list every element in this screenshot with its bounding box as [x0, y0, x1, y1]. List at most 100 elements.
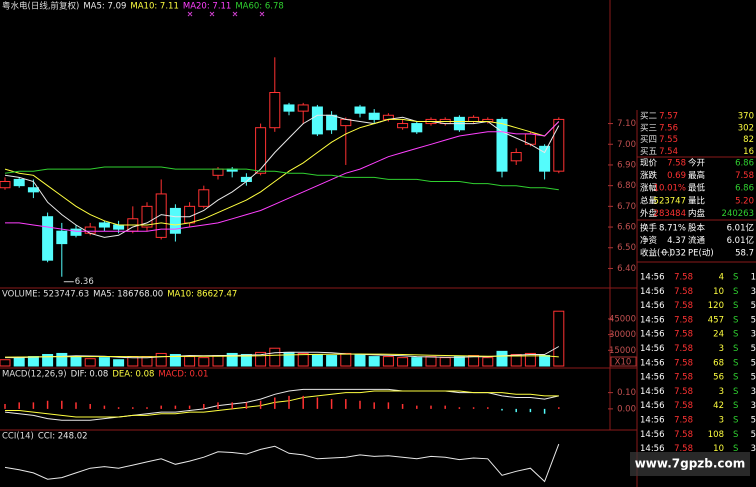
candle-body [468, 116, 480, 122]
trade-cell: 14:56 [640, 387, 665, 397]
trade-cell: 3 [719, 387, 724, 397]
stat-label: 涨幅 [640, 183, 658, 194]
candle-body [98, 222, 110, 228]
y-tick-label: 6.60 [617, 223, 636, 233]
trade-cell: 14:56 [640, 373, 665, 383]
y-tick-label: 6.50 [617, 243, 636, 253]
volume-bar [98, 357, 110, 367]
candle-body [13, 178, 25, 187]
stat-value: 7.58 [735, 171, 754, 181]
trade-cell: S [733, 387, 738, 397]
trade-cell: 7.58 [674, 430, 693, 440]
candle-body [269, 92, 281, 129]
bid-volume: 16 [743, 147, 754, 157]
volume-bar [42, 353, 54, 367]
trade-cell: 14:56 [640, 287, 665, 297]
volume-bar [240, 353, 252, 367]
trade-cell: 5 [751, 430, 756, 440]
volume-bar [113, 359, 125, 367]
trade-cell: S [733, 401, 738, 411]
candle-body [539, 145, 551, 172]
line-series [4, 353, 559, 358]
stat-label: 换手 [640, 223, 658, 234]
trade-cell: 7.58 [674, 387, 693, 397]
volume-bar [198, 357, 210, 367]
volume-bar [70, 356, 82, 367]
trade-cell: 5 [751, 373, 756, 383]
trade-cell: 5 [751, 301, 756, 311]
volume-bar [311, 353, 323, 367]
trade-cell: 7.58 [674, 358, 693, 368]
line-series [4, 114, 560, 238]
legend-entry: VOLUME: 523747.63 [2, 290, 89, 300]
volume-bar [155, 352, 167, 367]
candle-body [113, 224, 125, 230]
trade-cell: 7.58 [674, 401, 693, 411]
stat-value: 4.37 [667, 236, 686, 246]
candle-body [42, 216, 54, 261]
volume-bar [524, 352, 536, 367]
stat-label: 股本 [688, 223, 706, 234]
trade-cell: 7.58 [674, 330, 693, 340]
trade-cell: 10 [713, 287, 724, 297]
volume-bar [13, 357, 25, 367]
trade-cell: 1 [751, 273, 756, 283]
bid-label: 买四 [640, 135, 657, 145]
legend-entry: CCI: 248.02 [38, 432, 88, 442]
stat-label: 最高 [688, 170, 705, 181]
volume-bar [56, 352, 68, 367]
unit-label: X10 [615, 358, 632, 368]
trade-cell: 14:56 [640, 330, 665, 340]
signal-markers [187, 11, 265, 17]
trade-cell: 120 [708, 301, 724, 311]
candle-body [311, 106, 323, 135]
bid-price: 7.54 [659, 147, 678, 157]
trade-cell: 7.58 [674, 344, 693, 354]
volume-bar [382, 356, 394, 367]
trade-cell: 7.58 [674, 444, 693, 454]
stat-label: 内盘 [688, 208, 706, 219]
trade-cell: 3 [751, 387, 756, 397]
y-tick-label: 15000 [609, 346, 636, 356]
trade-cell: 7.58 [674, 315, 693, 325]
panel-title: 粤水电(日线,前复权) [2, 1, 79, 12]
trade-cell: S [733, 301, 738, 311]
volume-bar [184, 356, 196, 367]
stat-value: 0.032 [662, 249, 686, 259]
volume-bar [226, 352, 238, 367]
candle-body [0, 181, 11, 189]
trade-cell: 3 [751, 330, 756, 340]
stat-label: 总量 [640, 195, 658, 206]
legend-entry: MA10: 86627.47 [167, 290, 237, 300]
stat-value: 6.01亿 [727, 235, 754, 246]
volume-bar [539, 355, 551, 367]
stat-label: 收益(一) [640, 248, 672, 259]
stat-value: 6.86 [735, 159, 754, 169]
legend-entry: MA5: 7.09 [83, 2, 126, 12]
candle-body [411, 123, 423, 133]
bid-label: 买五 [640, 147, 658, 157]
trade-cell: S [733, 330, 738, 340]
trade-cell: 3 [751, 287, 756, 297]
trade-cell: S [733, 416, 738, 426]
watermark: www.7gpzb.com [635, 457, 746, 471]
candle-body [283, 104, 295, 112]
bid-volume: 82 [743, 135, 754, 145]
bid-volume: 302 [738, 123, 754, 133]
trade-cell: 14:56 [640, 344, 665, 354]
volume-bar [496, 350, 508, 367]
y-tick-label: 7.00 [617, 140, 636, 150]
stat-label: 净资 [640, 235, 658, 246]
stat-label: 外盘 [640, 208, 658, 219]
volume-bar [453, 356, 465, 367]
stat-label: PE(动) [688, 248, 714, 259]
volume-bar [27, 356, 39, 367]
stat-value: 283484 [654, 209, 686, 219]
volume-bar [425, 356, 437, 367]
stat-value: 5.20 [735, 196, 754, 206]
watermark-bg [630, 452, 750, 476]
stat-value: 10.01% [654, 184, 686, 194]
candle-body [56, 230, 68, 245]
